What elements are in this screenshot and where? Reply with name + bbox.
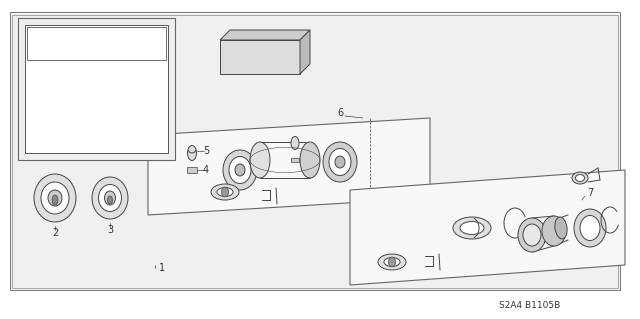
Ellipse shape bbox=[99, 184, 122, 211]
Text: 4: 4 bbox=[203, 165, 209, 175]
Text: 2: 2 bbox=[52, 228, 58, 238]
Polygon shape bbox=[220, 30, 310, 40]
Ellipse shape bbox=[188, 145, 196, 160]
Ellipse shape bbox=[572, 172, 588, 184]
Polygon shape bbox=[291, 158, 299, 162]
Polygon shape bbox=[25, 25, 168, 153]
Ellipse shape bbox=[223, 150, 257, 190]
Ellipse shape bbox=[542, 216, 566, 246]
Polygon shape bbox=[350, 170, 625, 285]
Ellipse shape bbox=[217, 188, 233, 197]
Ellipse shape bbox=[48, 190, 62, 206]
Text: 6: 6 bbox=[337, 108, 343, 118]
Ellipse shape bbox=[523, 224, 541, 246]
Polygon shape bbox=[148, 118, 430, 215]
Ellipse shape bbox=[323, 142, 357, 182]
Text: 3: 3 bbox=[107, 225, 113, 235]
Polygon shape bbox=[220, 40, 300, 74]
Ellipse shape bbox=[300, 142, 320, 178]
Ellipse shape bbox=[335, 156, 345, 168]
Text: Cap Outer: Cap Outer bbox=[83, 99, 111, 103]
Ellipse shape bbox=[574, 209, 606, 247]
Ellipse shape bbox=[580, 216, 600, 241]
Text: [SERIES 5001 0442]: [SERIES 5001 0442] bbox=[69, 65, 124, 70]
Polygon shape bbox=[27, 27, 166, 60]
Ellipse shape bbox=[34, 174, 76, 222]
Ellipse shape bbox=[221, 187, 228, 197]
Ellipse shape bbox=[92, 177, 128, 219]
Text: Spring: Spring bbox=[88, 91, 106, 95]
Ellipse shape bbox=[52, 195, 58, 205]
Text: HONDA: HONDA bbox=[65, 36, 128, 51]
Ellipse shape bbox=[235, 164, 245, 176]
Text: S2A4 B1105B: S2A4 B1105B bbox=[499, 301, 561, 310]
Ellipse shape bbox=[388, 257, 396, 267]
Text: 5: 5 bbox=[203, 146, 209, 156]
Ellipse shape bbox=[518, 218, 546, 252]
Ellipse shape bbox=[291, 137, 299, 150]
Ellipse shape bbox=[329, 149, 351, 175]
Ellipse shape bbox=[229, 157, 251, 183]
Ellipse shape bbox=[41, 182, 69, 214]
Polygon shape bbox=[18, 18, 175, 160]
Ellipse shape bbox=[211, 184, 239, 200]
Ellipse shape bbox=[384, 257, 400, 266]
Polygon shape bbox=[300, 30, 310, 74]
Ellipse shape bbox=[460, 221, 484, 234]
Ellipse shape bbox=[575, 174, 584, 182]
Ellipse shape bbox=[108, 196, 113, 204]
Ellipse shape bbox=[378, 254, 406, 270]
Text: 7: 7 bbox=[587, 188, 593, 198]
Ellipse shape bbox=[104, 191, 115, 205]
Polygon shape bbox=[187, 167, 197, 173]
Ellipse shape bbox=[250, 142, 270, 178]
Text: Tumbler: Tumbler bbox=[85, 83, 108, 87]
Text: Repair Set: Repair Set bbox=[82, 75, 111, 79]
Polygon shape bbox=[10, 12, 620, 290]
Polygon shape bbox=[12, 15, 618, 288]
Ellipse shape bbox=[555, 217, 567, 239]
Text: 1: 1 bbox=[159, 263, 165, 273]
Ellipse shape bbox=[453, 217, 491, 239]
Text: HONDA LOCK
JAPAN: HONDA LOCK JAPAN bbox=[131, 137, 163, 148]
